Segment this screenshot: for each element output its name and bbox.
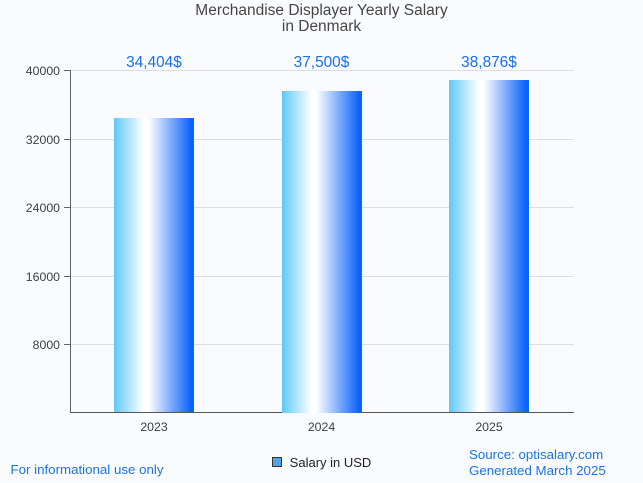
x-tick-label: 2023 (140, 419, 168, 434)
chart-title: Merchandise Displayer Yearly Salary in D… (0, 3, 643, 35)
x-tick-label: 2024 (307, 419, 336, 434)
value-label: 37,500$ (293, 53, 350, 71)
disclaimer-text: For informational use only (10, 461, 164, 477)
legend: Salary in USD (0, 454, 643, 470)
chart-title-line-1: Merchandise Displayer Yearly Salary (195, 2, 448, 19)
value-label: 38,876$ (461, 53, 517, 71)
bar-2023 (114, 117, 194, 413)
x-axis-line (70, 412, 574, 413)
gridline (70, 70, 574, 71)
y-axis-tick (64, 344, 70, 345)
y-tick-label: 24000 (25, 201, 60, 215)
value-label: 34,404$ (126, 53, 182, 71)
source-text: Source: optisalary.com (469, 447, 604, 462)
y-axis-tick (64, 70, 70, 71)
y-axis-tick (64, 139, 70, 140)
y-axis-tick (64, 276, 70, 277)
y-tick-label: 32000 (25, 133, 60, 147)
attribution: Source: optisalary.com Generated March 2… (469, 447, 606, 479)
chart-title-line-2: in Denmark (281, 18, 362, 35)
y-axis-line (70, 70, 71, 413)
bar-2025 (449, 79, 529, 413)
y-tick-label: 8000 (32, 338, 60, 352)
bar-2024 (281, 91, 362, 413)
y-axis-tick (64, 207, 70, 208)
y-tick-label: 16000 (25, 270, 60, 284)
legend-marker-icon (271, 457, 282, 467)
y-tick-label: 40000 (25, 64, 60, 78)
legend-label: Salary in USD (289, 454, 372, 470)
x-tick-label: 2025 (475, 419, 503, 434)
generated-text: Generated March 2025 (469, 462, 606, 478)
